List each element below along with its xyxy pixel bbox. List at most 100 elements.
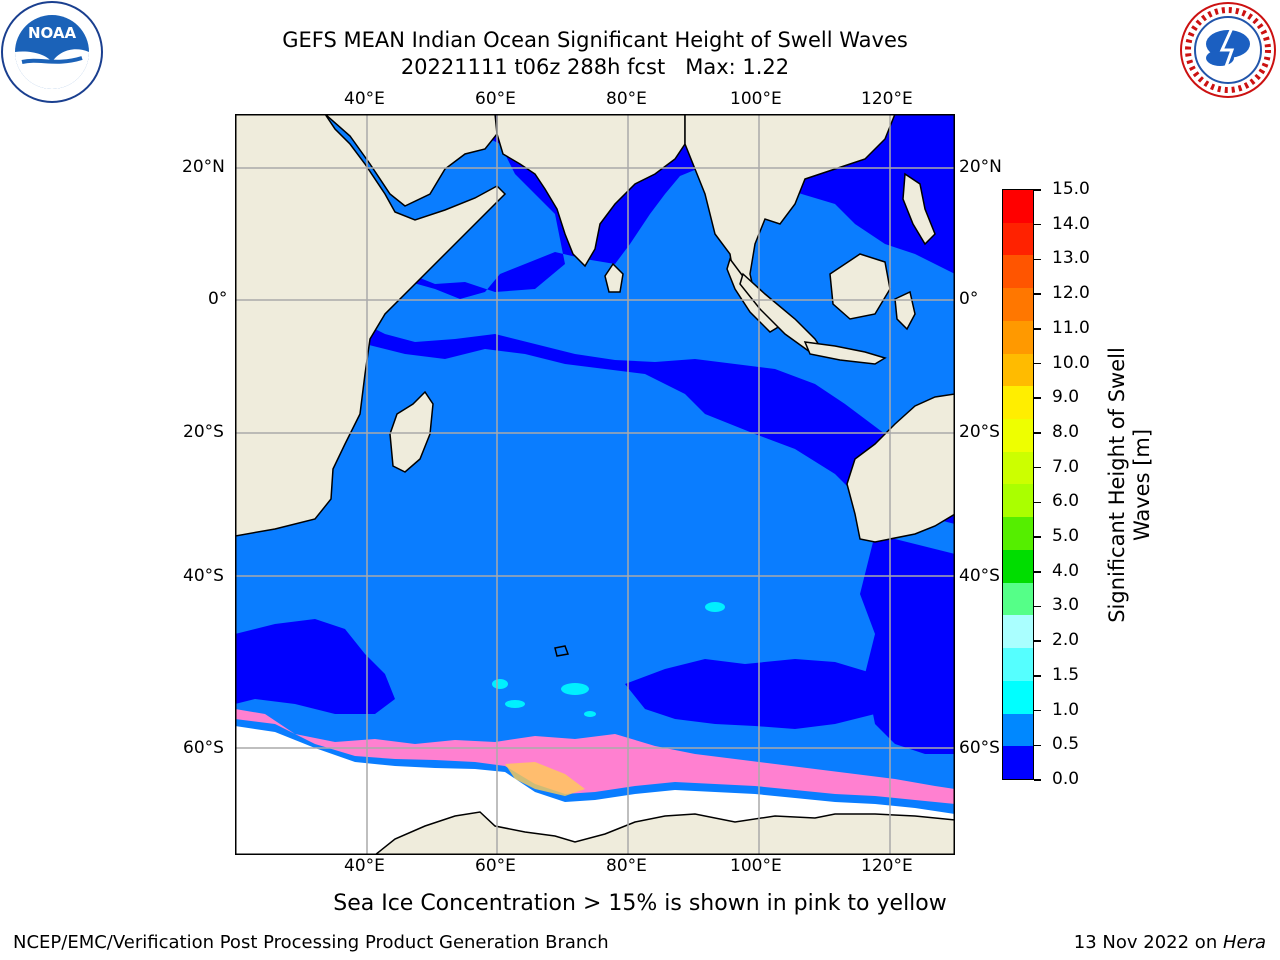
nws-logo <box>1176 0 1280 100</box>
colorbar-tick-label: 8.0 <box>1052 421 1080 442</box>
colorbar-band <box>1003 549 1033 583</box>
colorbar-band <box>1003 255 1033 289</box>
colorbar-tick-label: 12.0 <box>1052 283 1090 304</box>
lat-tick-left: 20°S <box>183 422 224 442</box>
colorbar-band <box>1003 582 1033 616</box>
lat-tick-left: 40°S <box>183 566 224 586</box>
chart-subtitle: 20221111 t06z 288h fcst Max: 1.22 <box>400 55 790 79</box>
lon-tick-bottom: 80°E <box>606 856 647 876</box>
colorbar-tick-mark <box>1034 223 1041 226</box>
ocean-dark-southeast <box>860 534 954 754</box>
colorbar-tick-mark <box>1034 258 1041 261</box>
colorbar-band <box>1003 615 1033 649</box>
kerguelen-island <box>554 645 570 657</box>
colorbar-band <box>1003 353 1033 387</box>
lat-tick-left: 20°N <box>182 157 225 177</box>
colorbar <box>1002 189 1034 780</box>
colorbar-tick-label: 9.0 <box>1052 387 1080 408</box>
colorbar-tick-label: 15.0 <box>1052 179 1090 199</box>
colorbar-tick-label: 13.0 <box>1052 248 1090 269</box>
australia-land <box>846 393 954 543</box>
sri-lanka-land <box>604 262 624 293</box>
colorbar-tick-label: 11.0 <box>1052 317 1090 338</box>
colorbar-tick-label: 3.0 <box>1052 595 1080 616</box>
colorbar-tick-mark <box>1034 779 1041 781</box>
colorbar-band <box>1003 288 1033 321</box>
footer-branch: NCEP/EMC/Verification Post Processing Pr… <box>13 932 609 953</box>
ocean-dark-south-central <box>625 659 895 729</box>
lat-tick-right: 20°S <box>959 422 1000 442</box>
sea-ice-band <box>236 709 954 804</box>
madagascar-land <box>389 390 434 473</box>
colorbar-tick-mark <box>1034 432 1041 434</box>
colorbar-tick-mark <box>1034 501 1041 504</box>
borneo-land <box>829 253 891 320</box>
colorbar-band <box>1003 419 1033 452</box>
colorbar-tick-mark <box>1034 397 1041 399</box>
colorbar-band <box>1003 190 1033 223</box>
lon-tick-bottom: 120°E <box>861 856 913 876</box>
map-frame <box>235 114 955 855</box>
antarctica-land <box>375 811 954 854</box>
ocean-dark-southwest <box>236 619 395 714</box>
map-gridlines <box>235 114 955 855</box>
sea-ice-yellow <box>505 762 585 796</box>
colorbar-band <box>1003 451 1033 485</box>
colorbar-tick-mark <box>1034 328 1041 330</box>
colorbar-tick-mark <box>1034 640 1041 642</box>
lon-tick-top: 120°E <box>861 89 913 109</box>
svg-text:NOAA: NOAA <box>28 24 77 42</box>
colorbar-tick-label: 6.0 <box>1052 491 1080 512</box>
colorbar-band <box>1003 320 1033 354</box>
colorbar-tick-label: 7.0 <box>1052 456 1080 477</box>
lat-tick-right: 20°N <box>959 157 1002 177</box>
colorbar-tick-mark <box>1034 675 1041 677</box>
colorbar-band <box>1003 484 1033 518</box>
lon-tick-bottom: 100°E <box>730 856 782 876</box>
lon-tick-top: 40°E <box>344 89 385 109</box>
java-land <box>803 341 887 365</box>
colorbar-tick-label: 2.0 <box>1052 630 1080 651</box>
sea-ice-caption: Sea Ice Concentration > 15% is shown in … <box>333 891 947 916</box>
colorbar-tick-label: 4.0 <box>1052 560 1080 581</box>
colorbar-band <box>1003 680 1033 714</box>
colorbar-tick-mark <box>1034 709 1041 712</box>
sulawesi-land <box>894 290 916 331</box>
colorbar-band <box>1003 386 1033 420</box>
colorbar-tick-label: 0.0 <box>1052 769 1080 789</box>
colorbar-band <box>1003 713 1033 747</box>
chart-title: GEFS MEAN Indian Ocean Significant Heigh… <box>282 28 908 52</box>
lon-tick-bottom: 40°E <box>344 856 385 876</box>
lon-tick-bottom: 60°E <box>475 856 516 876</box>
colorbar-tick-mark <box>1034 571 1041 573</box>
colorbar-tick-mark <box>1034 605 1041 608</box>
footer-date: 13 Nov 2022 on Hera <box>1073 932 1266 953</box>
india-land <box>496 115 686 268</box>
colorbar-tick-label: 1.0 <box>1052 699 1080 720</box>
colorbar-tick-mark <box>1034 293 1041 295</box>
map-border <box>235 114 955 855</box>
swell-1m-patches <box>492 602 725 717</box>
africa-land <box>236 115 507 537</box>
lon-tick-top: 100°E <box>730 89 782 109</box>
lat-tick-right: 40°S <box>959 566 1000 586</box>
colorbar-tick-mark <box>1034 744 1041 747</box>
lat-tick-right: 60°S <box>959 738 1000 758</box>
colorbar-tick-mark <box>1034 466 1041 469</box>
lon-tick-top: 60°E <box>475 89 516 109</box>
lat-tick-left: 60°S <box>183 738 224 758</box>
colorbar-tick-mark <box>1034 536 1041 538</box>
lat-tick-left: 0° <box>208 289 228 309</box>
colorbar-tick-label: 14.0 <box>1052 213 1090 234</box>
colorbar-band <box>1003 222 1033 256</box>
colorbar-tick-label: 10.0 <box>1052 352 1090 373</box>
colorbar-tick-mark <box>1034 362 1041 365</box>
colorbar-tick-label: 5.0 <box>1052 526 1080 547</box>
philippines-land <box>902 172 936 246</box>
noaa-logo: NOAA <box>0 0 104 104</box>
colorbar-tick-label: 0.5 <box>1052 734 1080 755</box>
lon-tick-top: 80°E <box>606 89 647 109</box>
colorbar-band <box>1003 648 1033 681</box>
colorbar-band <box>1003 517 1033 550</box>
lat-tick-right: 0° <box>959 289 979 309</box>
